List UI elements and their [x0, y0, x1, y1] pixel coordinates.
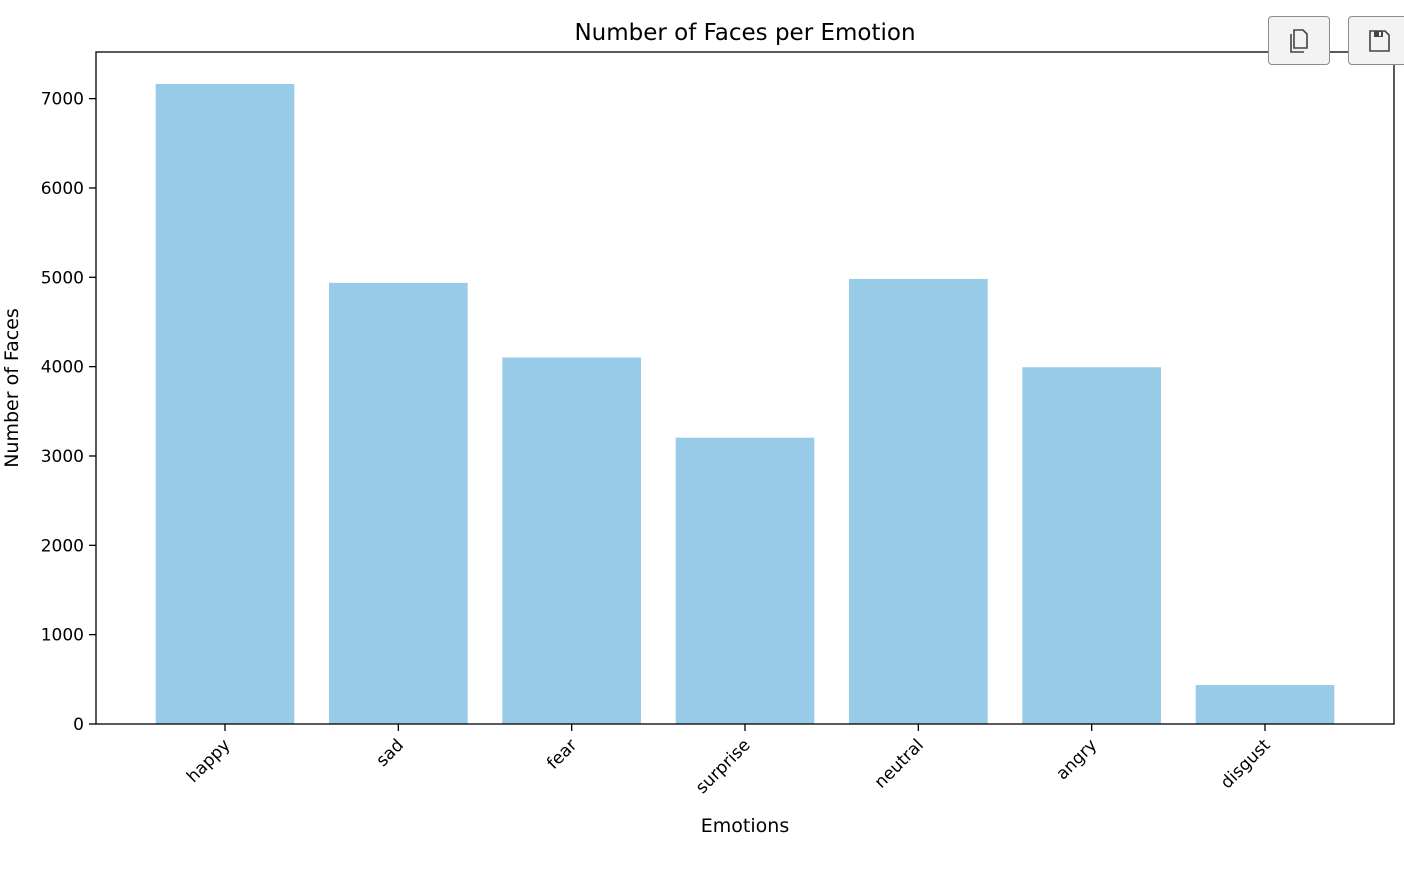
bar-angry — [1022, 367, 1161, 724]
y-tick-label: 2000 — [41, 536, 84, 556]
copy-icon — [1290, 28, 1308, 53]
x-axis-ticks: happy sad fear surprise neutral angry disgust — [183, 724, 1275, 798]
bar-disgust — [1195, 685, 1335, 724]
chart-title: Number of Faces per Emotion — [574, 20, 915, 46]
x-tick-label: sad — [372, 735, 407, 770]
x-tick-label: neutral — [871, 735, 928, 792]
y-tick-label: 3000 — [41, 447, 84, 467]
copy-button[interactable] — [1268, 16, 1330, 65]
y-tick-label: 7000 — [41, 90, 84, 110]
bar-happy — [155, 83, 295, 725]
x-tick-label: fear — [543, 735, 581, 773]
x-tick-label: disgust — [1217, 735, 1275, 793]
y-tick-label: 6000 — [41, 179, 84, 199]
y-tick-label: 1000 — [41, 626, 84, 646]
floppy-disk-icon — [1369, 29, 1390, 52]
x-tick-label: angry — [1052, 735, 1101, 784]
y-axis-ticks: 0 1000 2000 3000 4000 5000 6000 7000 — [41, 90, 96, 735]
bar-fear — [502, 357, 641, 724]
bar-sad — [329, 282, 468, 724]
bar-surprise — [675, 437, 815, 724]
save-button[interactable] — [1348, 16, 1404, 65]
x-tick-label: surprise — [692, 735, 755, 798]
x-tick-label: happy — [183, 735, 235, 787]
bars — [155, 83, 1335, 725]
y-tick-label: 5000 — [41, 268, 84, 288]
y-axis-label: Number of Faces — [1, 308, 23, 468]
bar-neutral — [849, 278, 988, 724]
x-axis-label: Emotions — [701, 815, 789, 837]
y-tick-label: 0 — [73, 715, 84, 735]
y-tick-label: 4000 — [41, 358, 84, 378]
